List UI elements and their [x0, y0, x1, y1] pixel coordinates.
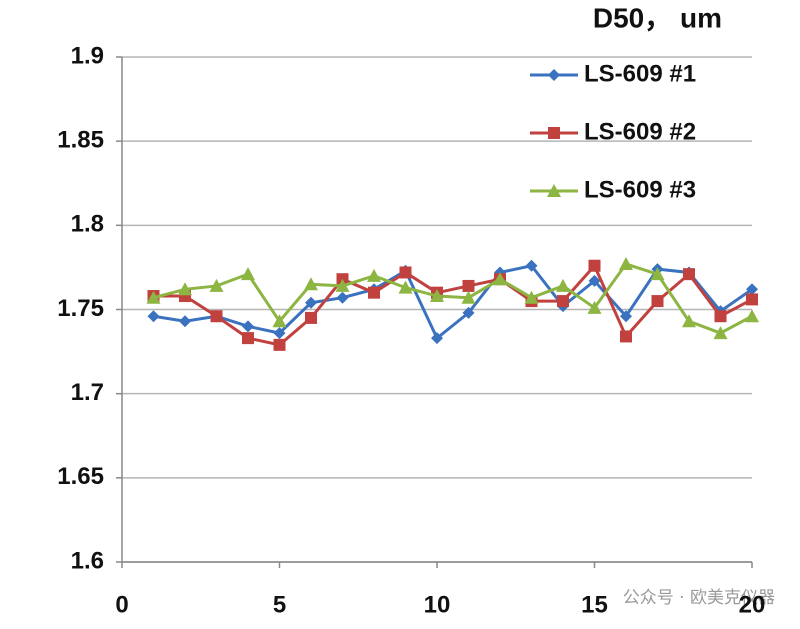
- marker: [619, 257, 633, 271]
- marker: [651, 295, 664, 308]
- series-line: [153, 262, 753, 335]
- marker: [241, 267, 255, 281]
- marker: [650, 267, 665, 281]
- marker: [682, 314, 696, 328]
- marker: [587, 300, 602, 314]
- marker: [336, 291, 349, 304]
- marker: [399, 266, 412, 279]
- marker: [557, 295, 569, 308]
- x-tick-label: 15: [581, 591, 608, 618]
- marker: [368, 286, 380, 299]
- marker: [548, 69, 560, 81]
- marker: [525, 259, 538, 272]
- marker: [367, 268, 381, 282]
- y-tick-label: 1.8: [71, 211, 104, 238]
- legend-label: LS-609 #1: [584, 60, 696, 87]
- marker: [547, 184, 561, 197]
- marker: [745, 309, 759, 323]
- y-tick-label: 1.65: [57, 463, 104, 490]
- marker: [210, 310, 223, 323]
- marker: [714, 310, 727, 323]
- marker: [147, 310, 160, 323]
- marker: [524, 290, 539, 304]
- marker: [493, 272, 507, 286]
- marker: [179, 315, 191, 328]
- legend-label: LS-609 #3: [584, 176, 696, 203]
- marker: [272, 314, 287, 328]
- marker: [178, 282, 192, 296]
- marker: [746, 293, 758, 306]
- x-tick-label: 10: [424, 591, 451, 618]
- marker: [242, 332, 254, 345]
- chart-title: D50， um: [593, 2, 722, 33]
- y-tick-label: 1.85: [57, 127, 104, 154]
- marker: [305, 296, 317, 309]
- marker: [209, 278, 224, 292]
- marker: [620, 310, 632, 323]
- watermark: 公众号 · 欧美克仪器: [623, 588, 775, 608]
- marker: [462, 306, 475, 319]
- marker: [461, 290, 476, 304]
- x-tick-label: 20: [739, 591, 766, 618]
- y-tick-label: 1.75: [57, 295, 104, 322]
- marker: [462, 279, 475, 292]
- marker: [398, 280, 413, 294]
- marker: [273, 327, 286, 340]
- marker: [430, 289, 444, 303]
- marker: [273, 338, 286, 351]
- y-tick-label: 1.9: [71, 42, 104, 69]
- marker: [305, 311, 317, 324]
- marker: [335, 278, 350, 292]
- y-tick-label: 1.6: [71, 547, 104, 574]
- marker: [556, 278, 570, 292]
- x-tick-label: 0: [115, 591, 128, 618]
- y-tick-label: 1.7: [71, 379, 104, 406]
- marker: [588, 274, 601, 287]
- marker: [746, 283, 758, 296]
- x-tick-label: 5: [273, 591, 286, 618]
- marker: [304, 277, 318, 291]
- legend-label: LS-609 #2: [584, 118, 696, 145]
- marker: [620, 330, 632, 343]
- marker: [588, 259, 601, 272]
- marker: [548, 127, 560, 139]
- marker: [683, 268, 695, 281]
- marker: [431, 332, 443, 345]
- marker: [242, 320, 254, 333]
- marker: [146, 290, 161, 304]
- marker: [713, 326, 728, 340]
